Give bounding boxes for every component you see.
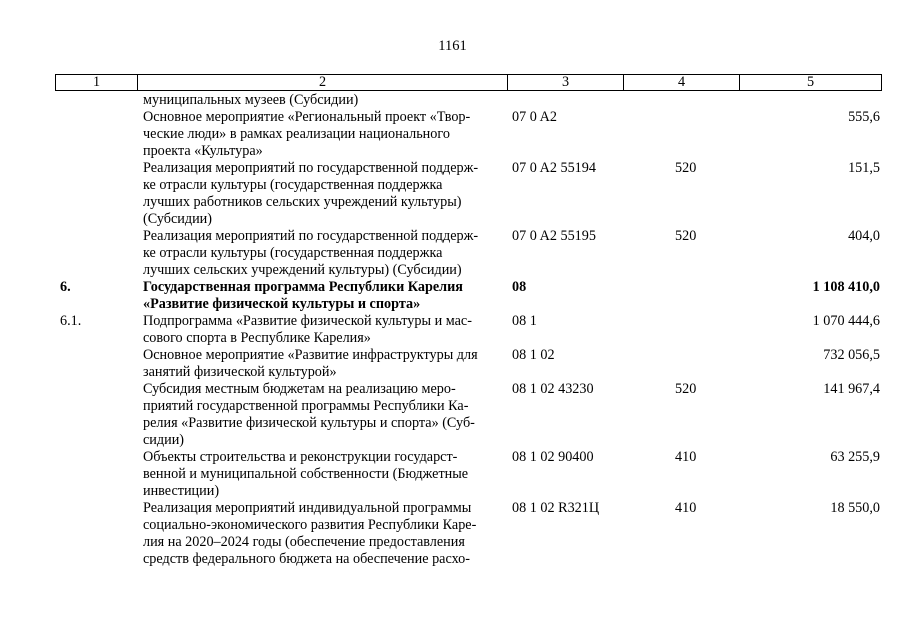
table-row: Реализация мероприятий индивидуальной пр… bbox=[55, 500, 880, 568]
row-name: Государственная программа Республики Кар… bbox=[143, 279, 463, 312]
row-amount: 141 967,4 bbox=[823, 381, 880, 397]
column-header-1: 1 bbox=[56, 75, 138, 90]
table-header: 1 2 3 4 5 bbox=[55, 74, 882, 91]
row-number bbox=[55, 228, 143, 279]
row-number bbox=[55, 92, 143, 109]
row-code bbox=[512, 92, 632, 109]
row-number: 6.1. bbox=[60, 313, 82, 329]
row-amount bbox=[744, 92, 880, 109]
row-code: 08 1 02 90400 bbox=[512, 449, 594, 465]
column-header-5: 5 bbox=[806, 74, 815, 90]
row-type bbox=[632, 109, 744, 160]
row-amount: 404,0 bbox=[848, 228, 880, 244]
row-number bbox=[55, 449, 143, 500]
table-row: Субсидия местным бюджетам на реализацию … bbox=[55, 381, 880, 449]
row-name: Реализация мероприятий индивидуальной пр… bbox=[143, 500, 477, 567]
row-code: 07 0 A2 55195 bbox=[512, 228, 596, 244]
row-amount: 555,6 bbox=[848, 109, 880, 125]
row-amount: 1 108 410,0 bbox=[812, 279, 880, 295]
row-name: Субсидия местным бюджетам на реализацию … bbox=[143, 381, 475, 448]
column-header-2: 2 bbox=[138, 75, 508, 90]
row-name: Реализация мероприятий по государственно… bbox=[143, 160, 479, 227]
row-type: 410 bbox=[675, 500, 697, 516]
table-row: 6. Государственная программа Республики К… bbox=[55, 279, 880, 313]
row-amount: 732 056,5 bbox=[823, 347, 880, 363]
row-name: Подпрограмма «Развитие физической культу… bbox=[143, 313, 472, 346]
table-row: Реализация мероприятий по государственно… bbox=[55, 228, 880, 279]
row-number bbox=[55, 347, 143, 381]
row-number bbox=[55, 381, 143, 449]
row-name: муниципальных музеев (Субсидии) bbox=[143, 92, 359, 108]
row-name: Основное мероприятие «Региональный проек… bbox=[143, 109, 471, 159]
row-code: 08 1 02 43230 bbox=[512, 381, 594, 397]
table-row: Основное мероприятие «Развитие инфрастру… bbox=[55, 347, 880, 381]
row-name: Объекты строительства и реконструкции го… bbox=[143, 449, 469, 499]
row-type bbox=[632, 313, 744, 347]
row-code: 07 0 A2 55194 bbox=[512, 160, 596, 176]
column-header-3: 3 bbox=[508, 75, 624, 90]
row-type: 520 bbox=[675, 381, 697, 397]
table-row: Реализация мероприятий по государственно… bbox=[55, 160, 880, 228]
row-type bbox=[632, 347, 744, 381]
row-code: 08 bbox=[512, 279, 527, 295]
row-amount: 18 550,0 bbox=[830, 500, 880, 516]
row-name: Реализация мероприятий по государственно… bbox=[143, 228, 479, 278]
row-type: 520 bbox=[675, 160, 697, 176]
table-body: муниципальных музеев (Субсидии) Основное … bbox=[55, 92, 880, 568]
row-code: 07 0 A2 bbox=[512, 109, 557, 125]
page-number: 1161 bbox=[438, 38, 467, 54]
table-row: Объекты строительства и реконструкции го… bbox=[55, 449, 880, 500]
row-type bbox=[632, 279, 744, 313]
row-type bbox=[632, 92, 744, 109]
row-code: 08 1 02 R321Ц bbox=[512, 500, 600, 516]
row-number bbox=[55, 160, 143, 228]
row-amount: 1 070 444,6 bbox=[812, 313, 880, 329]
row-amount: 63 255,9 bbox=[830, 449, 880, 465]
row-number bbox=[55, 109, 143, 160]
row-code: 08 1 bbox=[512, 313, 537, 329]
table-row: 6.1. Подпрограмма «Развитие физической ку… bbox=[55, 313, 880, 347]
table-row: Основное мероприятие «Региональный проек… bbox=[55, 109, 880, 160]
row-number bbox=[55, 500, 143, 568]
row-number: 6. bbox=[60, 279, 71, 295]
column-header-4: 4 bbox=[624, 75, 740, 90]
row-name: Основное мероприятие «Развитие инфрастру… bbox=[143, 347, 478, 380]
row-type: 520 bbox=[675, 228, 697, 244]
table-row: муниципальных музеев (Субсидии) bbox=[55, 92, 880, 109]
row-amount: 151,5 bbox=[848, 160, 880, 176]
row-code: 08 1 02 bbox=[512, 347, 555, 363]
row-type: 410 bbox=[675, 449, 697, 465]
